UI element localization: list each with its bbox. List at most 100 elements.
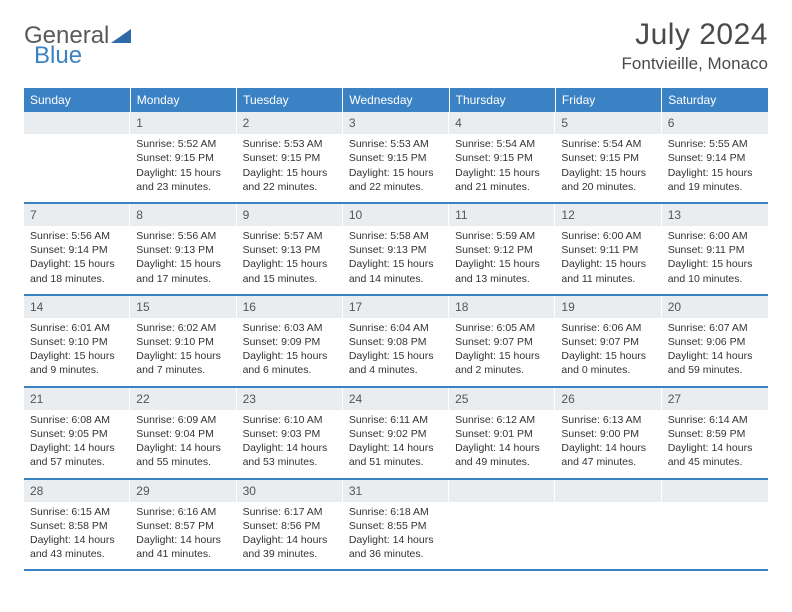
day-body: Sunrise: 6:16 AMSunset: 8:57 PMDaylight:… [130,502,236,570]
calendar-day-cell: 23Sunrise: 6:10 AMSunset: 9:03 PMDayligh… [237,387,343,479]
day-body: Sunrise: 5:56 AMSunset: 9:14 PMDaylight:… [24,226,130,294]
sunset-line: Sunset: 8:58 PM [30,519,124,533]
calendar-day-cell: 14Sunrise: 6:01 AMSunset: 9:10 PMDayligh… [24,295,130,387]
sunset-line: Sunset: 8:55 PM [349,519,443,533]
day-number: 14 [24,296,130,318]
calendar-week-row: 1Sunrise: 5:52 AMSunset: 9:15 PMDaylight… [24,112,768,203]
sunrise-line: Sunrise: 5:53 AM [243,137,337,151]
sunset-line: Sunset: 8:56 PM [243,519,337,533]
header: General July 2024 Fontvieille, Monaco [24,18,768,74]
calendar-day-cell: 6Sunrise: 5:55 AMSunset: 9:14 PMDaylight… [662,112,768,203]
day-number: 20 [662,296,768,318]
daylight-line: Daylight: 14 hours and 51 minutes. [349,441,443,469]
daylight-line: Daylight: 15 hours and 11 minutes. [561,257,655,285]
day-number: 1 [130,112,236,134]
daylight-line: Daylight: 15 hours and 22 minutes. [243,166,337,194]
sunset-line: Sunset: 9:07 PM [455,335,549,349]
day-number: 19 [555,296,661,318]
day-body: Sunrise: 5:56 AMSunset: 9:13 PMDaylight:… [130,226,236,294]
sunset-line: Sunset: 9:08 PM [349,335,443,349]
sunset-line: Sunset: 9:13 PM [243,243,337,257]
calendar-day-cell: 18Sunrise: 6:05 AMSunset: 9:07 PMDayligh… [449,295,555,387]
logo-text-blue: Blue [34,42,82,69]
sunset-line: Sunset: 9:01 PM [455,427,549,441]
sunset-line: Sunset: 9:12 PM [455,243,549,257]
day-number [662,480,768,502]
day-number: 5 [555,112,661,134]
sunset-line: Sunset: 9:03 PM [243,427,337,441]
daylight-line: Daylight: 14 hours and 36 minutes. [349,533,443,561]
calendar-day-cell [555,479,661,571]
day-body: Sunrise: 6:02 AMSunset: 9:10 PMDaylight:… [130,318,236,386]
daylight-line: Daylight: 15 hours and 4 minutes. [349,349,443,377]
calendar-day-cell: 21Sunrise: 6:08 AMSunset: 9:05 PMDayligh… [24,387,130,479]
daylight-line: Daylight: 15 hours and 13 minutes. [455,257,549,285]
calendar-day-cell: 15Sunrise: 6:02 AMSunset: 9:10 PMDayligh… [130,295,236,387]
daylight-line: Daylight: 14 hours and 39 minutes. [243,533,337,561]
day-body: Sunrise: 5:53 AMSunset: 9:15 PMDaylight:… [237,134,343,202]
sunset-line: Sunset: 9:13 PM [349,243,443,257]
sunset-line: Sunset: 9:05 PM [30,427,124,441]
sunrise-line: Sunrise: 6:17 AM [243,505,337,519]
day-number [555,480,661,502]
daylight-line: Daylight: 14 hours and 59 minutes. [668,349,762,377]
day-number: 8 [130,204,236,226]
sunset-line: Sunset: 9:04 PM [136,427,230,441]
day-body: Sunrise: 6:11 AMSunset: 9:02 PMDaylight:… [343,410,449,478]
sunrise-line: Sunrise: 6:01 AM [30,321,124,335]
day-body: Sunrise: 6:14 AMSunset: 8:59 PMDaylight:… [662,410,768,478]
calendar-week-row: 28Sunrise: 6:15 AMSunset: 8:58 PMDayligh… [24,479,768,571]
logo-line2: Blue [34,42,82,70]
calendar-day-cell [449,479,555,571]
daylight-line: Daylight: 15 hours and 21 minutes. [455,166,549,194]
calendar-body: 1Sunrise: 5:52 AMSunset: 9:15 PMDaylight… [24,112,768,570]
daylight-line: Daylight: 14 hours and 41 minutes. [136,533,230,561]
day-body: Sunrise: 6:18 AMSunset: 8:55 PMDaylight:… [343,502,449,570]
month-title: July 2024 [622,18,768,52]
daylight-line: Daylight: 15 hours and 0 minutes. [561,349,655,377]
daylight-line: Daylight: 15 hours and 20 minutes. [561,166,655,194]
sunrise-line: Sunrise: 5:57 AM [243,229,337,243]
day-number: 7 [24,204,130,226]
logo-triangle-icon [111,22,131,50]
weekday-header: Monday [130,88,236,112]
calendar-day-cell: 20Sunrise: 6:07 AMSunset: 9:06 PMDayligh… [662,295,768,387]
day-body: Sunrise: 6:01 AMSunset: 9:10 PMDaylight:… [24,318,130,386]
daylight-line: Daylight: 15 hours and 14 minutes. [349,257,443,285]
calendar-day-cell: 3Sunrise: 5:53 AMSunset: 9:15 PMDaylight… [343,112,449,203]
calendar-day-cell: 25Sunrise: 6:12 AMSunset: 9:01 PMDayligh… [449,387,555,479]
sunset-line: Sunset: 9:14 PM [30,243,124,257]
calendar-day-cell: 19Sunrise: 6:06 AMSunset: 9:07 PMDayligh… [555,295,661,387]
day-number: 11 [449,204,555,226]
day-number: 27 [662,388,768,410]
sunrise-line: Sunrise: 5:58 AM [349,229,443,243]
day-body: Sunrise: 5:58 AMSunset: 9:13 PMDaylight:… [343,226,449,294]
location: Fontvieille, Monaco [622,54,768,74]
calendar-day-cell: 10Sunrise: 5:58 AMSunset: 9:13 PMDayligh… [343,203,449,295]
day-number: 13 [662,204,768,226]
calendar-day-cell: 9Sunrise: 5:57 AMSunset: 9:13 PMDaylight… [237,203,343,295]
sunrise-line: Sunrise: 6:15 AM [30,505,124,519]
day-body: Sunrise: 5:54 AMSunset: 9:15 PMDaylight:… [449,134,555,202]
daylight-line: Daylight: 14 hours and 43 minutes. [30,533,124,561]
sunrise-line: Sunrise: 6:03 AM [243,321,337,335]
calendar-day-cell: 12Sunrise: 6:00 AMSunset: 9:11 PMDayligh… [555,203,661,295]
daylight-line: Daylight: 14 hours and 45 minutes. [668,441,762,469]
calendar-day-cell: 27Sunrise: 6:14 AMSunset: 8:59 PMDayligh… [662,387,768,479]
daylight-line: Daylight: 15 hours and 22 minutes. [349,166,443,194]
sunrise-line: Sunrise: 6:02 AM [136,321,230,335]
day-body: Sunrise: 6:12 AMSunset: 9:01 PMDaylight:… [449,410,555,478]
sunrise-line: Sunrise: 6:18 AM [349,505,443,519]
day-number: 4 [449,112,555,134]
weekday-header: Friday [555,88,661,112]
day-body: Sunrise: 6:03 AMSunset: 9:09 PMDaylight:… [237,318,343,386]
day-body: Sunrise: 6:07 AMSunset: 9:06 PMDaylight:… [662,318,768,386]
sunrise-line: Sunrise: 6:09 AM [136,413,230,427]
sunrise-line: Sunrise: 6:04 AM [349,321,443,335]
title-block: July 2024 Fontvieille, Monaco [622,18,768,74]
day-body: Sunrise: 5:59 AMSunset: 9:12 PMDaylight:… [449,226,555,294]
day-body: Sunrise: 6:08 AMSunset: 9:05 PMDaylight:… [24,410,130,478]
sunrise-line: Sunrise: 6:14 AM [668,413,762,427]
sunset-line: Sunset: 9:15 PM [136,151,230,165]
sunset-line: Sunset: 9:07 PM [561,335,655,349]
